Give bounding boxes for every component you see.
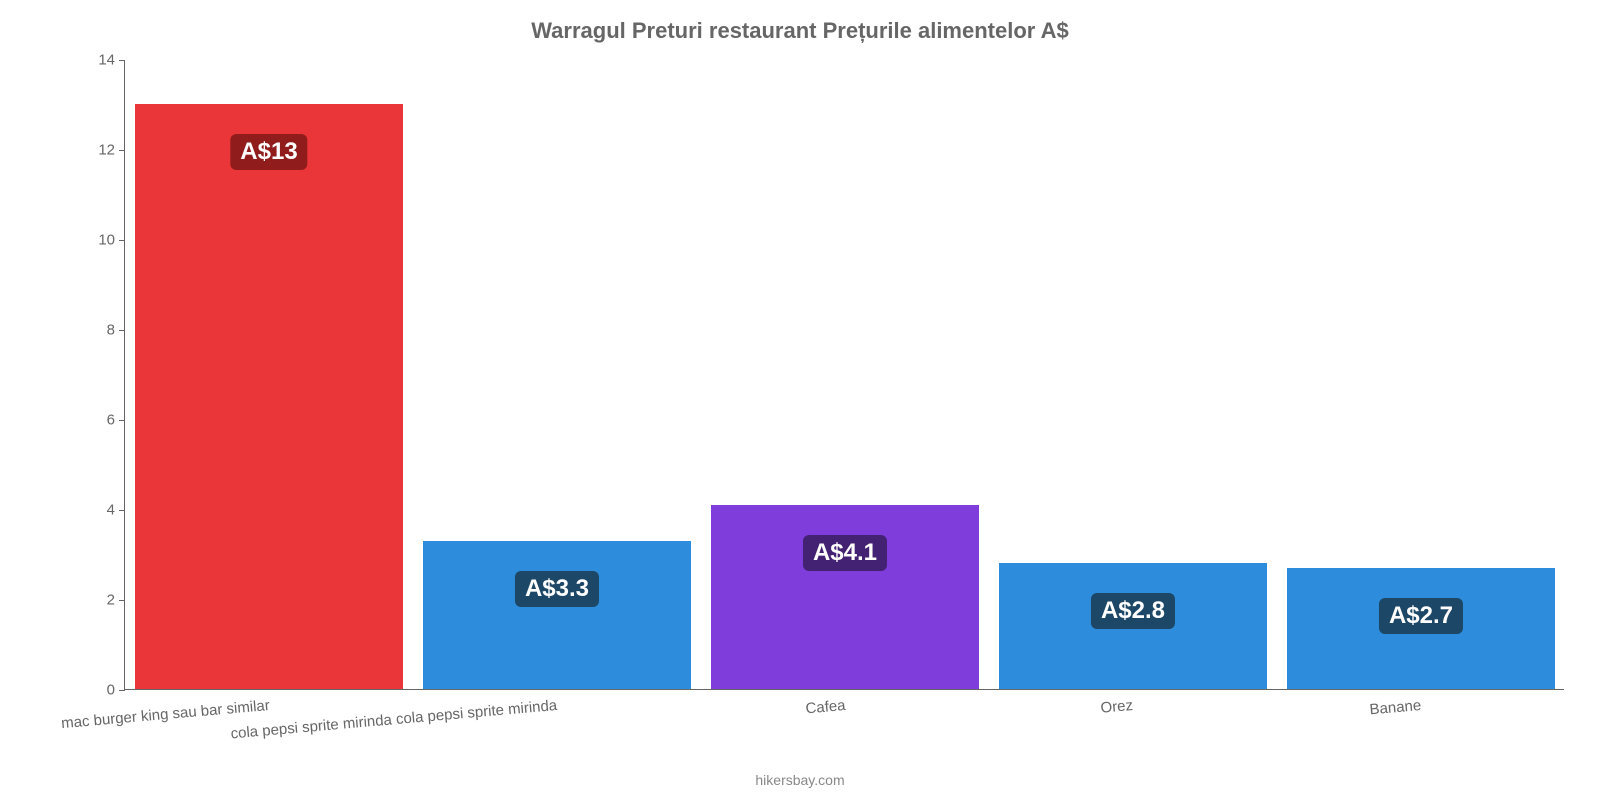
y-tick-label: 0	[107, 682, 125, 699]
y-tick-label: 10	[98, 232, 125, 249]
watermark: hikersbay.com	[0, 772, 1600, 788]
bar-value-label: A$2.7	[1379, 598, 1463, 634]
bar: A$2.7	[1287, 568, 1555, 690]
y-tick-label: 2	[107, 592, 125, 609]
x-tick-label: cola pepsi sprite mirinda cola pepsi spr…	[230, 689, 559, 742]
bar-value-label: A$2.8	[1091, 593, 1175, 629]
y-tick-label: 12	[98, 142, 125, 159]
chart-title: Warragul Preturi restaurant Prețurile al…	[0, 18, 1600, 44]
bar: A$4.1	[711, 505, 979, 690]
x-tick-label: Orez	[1100, 689, 1135, 717]
y-tick-label: 6	[107, 412, 125, 429]
x-tick-label: Cafea	[804, 689, 846, 717]
bar-value-label: A$3.3	[515, 571, 599, 607]
bar: A$3.3	[423, 541, 691, 690]
x-tick-label: Banane	[1368, 689, 1422, 718]
bar: A$13	[135, 104, 403, 689]
bar: A$2.8	[999, 563, 1267, 689]
y-tick-label: 4	[107, 502, 125, 519]
y-tick-label: 8	[107, 322, 125, 339]
bar-value-label: A$13	[230, 134, 307, 170]
plot-area: 02468101214A$13mac burger king sau bar s…	[124, 60, 1564, 690]
bar-value-label: A$4.1	[803, 535, 887, 571]
y-tick-label: 14	[98, 52, 125, 69]
